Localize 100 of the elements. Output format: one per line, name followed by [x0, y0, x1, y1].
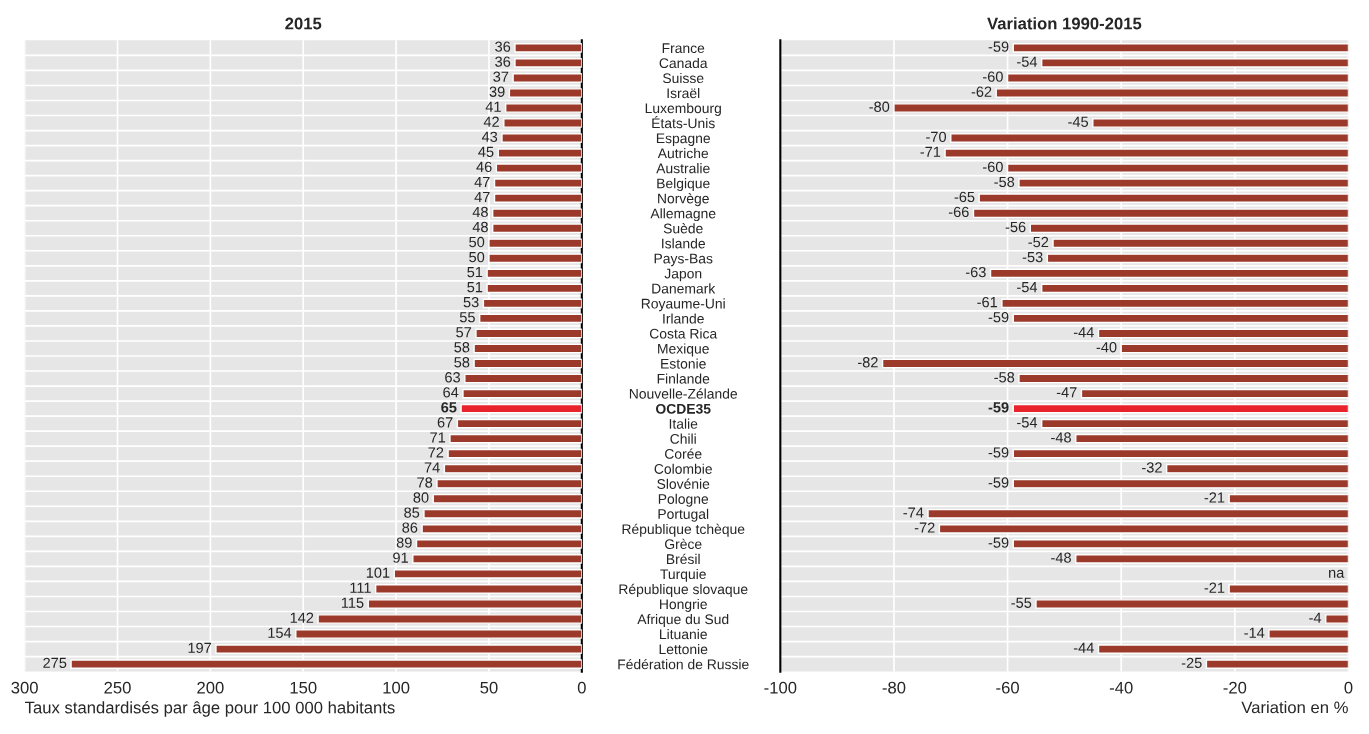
- data-label: 111: [350, 582, 371, 593]
- data-label: 46: [476, 161, 492, 173]
- y-tick-label: République slovaque: [619, 583, 748, 597]
- data-label: -62: [971, 86, 992, 97]
- x-tick-label: 100: [383, 681, 410, 694]
- data-label: -14: [1244, 627, 1265, 638]
- y-tick-label: Mexique: [658, 343, 709, 357]
- y-tick-label: Suisse: [663, 72, 704, 84]
- y-tick-label: Pays-Bas: [654, 253, 713, 267]
- data-label: 275: [43, 657, 67, 669]
- x-tick-label: -80: [882, 681, 906, 694]
- y-tick-label: OCDE35: [656, 403, 711, 414]
- data-label: -59: [988, 41, 1009, 52]
- data-label: -54: [1017, 56, 1038, 67]
- data-label: -70: [926, 131, 947, 142]
- y-tick-label: Allemagne: [650, 208, 716, 222]
- data-label: 43: [481, 131, 498, 142]
- data-label: 65: [441, 402, 457, 413]
- data-label: 115: [341, 597, 364, 608]
- x-tick-label: 50: [480, 681, 498, 694]
- data-label: 80: [413, 492, 429, 503]
- data-label: -44: [1073, 642, 1094, 653]
- data-label: 58: [454, 357, 470, 368]
- data-label: -56: [1005, 221, 1026, 233]
- bar: [503, 118, 582, 128]
- data-label: 63: [445, 372, 461, 383]
- y-tick-label: Nouvelle-Zélande: [629, 388, 738, 399]
- data-label: -59: [988, 402, 1009, 413]
- bar: [497, 148, 582, 158]
- data-label: -60: [982, 161, 1003, 173]
- data-label: 36: [495, 41, 511, 52]
- data-label: -74: [903, 507, 924, 518]
- bar: [493, 193, 582, 204]
- x-tick-label: 0: [1344, 681, 1353, 694]
- text: na: [1329, 569, 1345, 578]
- data-label: -59: [988, 537, 1009, 548]
- data-label: -55: [1011, 597, 1032, 608]
- data-label: 101: [366, 567, 390, 578]
- data-label: -80: [869, 101, 890, 112]
- y-tick-label: Portugal: [658, 508, 709, 522]
- data-label: -58: [994, 372, 1015, 383]
- x-tick-label: 300: [11, 681, 38, 694]
- data-label: -66: [948, 206, 969, 218]
- y-tick-label: Colombie: [654, 463, 712, 474]
- y-tick-label: Brésil: [666, 553, 700, 565]
- bar: [504, 103, 582, 113]
- data-label: 50: [469, 236, 485, 248]
- data-label: -44: [1073, 327, 1094, 338]
- data-label: -65: [954, 191, 975, 203]
- y-tick-label: Irlande: [663, 313, 704, 324]
- y-tick-label: Suède: [663, 223, 703, 234]
- data-label: -59: [988, 477, 1009, 488]
- data-label: 47: [474, 191, 490, 202]
- x-tick-label: 250: [104, 681, 131, 694]
- data-label: 71: [430, 432, 446, 443]
- bar: [495, 163, 582, 173]
- data-label: -58: [994, 176, 1015, 188]
- y-tick-label: Costa Rica: [649, 328, 718, 339]
- data-label: -52: [1028, 236, 1049, 248]
- data-label: -71: [920, 146, 941, 157]
- y-tick-label: États-Unis: [652, 116, 715, 129]
- x-tick-label: -60: [996, 681, 1019, 694]
- data-label: -59: [988, 447, 1009, 458]
- bar: [508, 88, 582, 98]
- y-tick-label: Israël: [667, 87, 700, 99]
- data-label: 53: [463, 296, 479, 308]
- data-label: 50: [469, 251, 485, 263]
- y-tick-label: Autriche: [657, 148, 709, 159]
- data-label: 85: [404, 507, 420, 518]
- x-axis-title: Taux standardisés par âge pour 100 000 habitants: [25, 701, 395, 717]
- y-tick-label: Chili: [670, 433, 696, 444]
- data-label: 37: [493, 71, 509, 82]
- data-label: 47: [474, 176, 490, 187]
- data-label: -54: [1017, 282, 1038, 293]
- data-label: 89: [396, 537, 412, 548]
- data-label: 57: [456, 327, 472, 338]
- y-tick-label: Grèce: [665, 538, 702, 550]
- data-label: 42: [483, 116, 499, 127]
- data-label: -59: [988, 312, 1009, 323]
- data-label: 48: [472, 221, 488, 233]
- y-tick-label: Espagne: [656, 133, 711, 146]
- x-tick-label: 200: [197, 681, 224, 694]
- data-label: 41: [485, 101, 501, 112]
- data-label: -61: [977, 296, 998, 308]
- data-label: 78: [417, 477, 433, 488]
- data-label: -4: [1309, 612, 1322, 623]
- y-tick-label: Pologne: [658, 493, 709, 507]
- chart-title: Variation 1990-2015: [987, 17, 1142, 30]
- y-tick-label: Canada: [659, 57, 708, 69]
- y-tick-label: Australie: [656, 163, 710, 174]
- data-label: -48: [1051, 432, 1071, 443]
- y-tick-label: Corée: [665, 448, 702, 459]
- y-tick-label: France: [662, 43, 705, 54]
- y-tick-label: Fédération de Russie: [618, 658, 749, 670]
- data-label: 51: [467, 267, 483, 278]
- y-tick-label: Danemark: [652, 283, 716, 294]
- data-label: 86: [402, 522, 418, 533]
- bar: [514, 43, 582, 53]
- y-tick-label: Lettonie: [659, 644, 708, 655]
- data-label: 39: [489, 86, 505, 97]
